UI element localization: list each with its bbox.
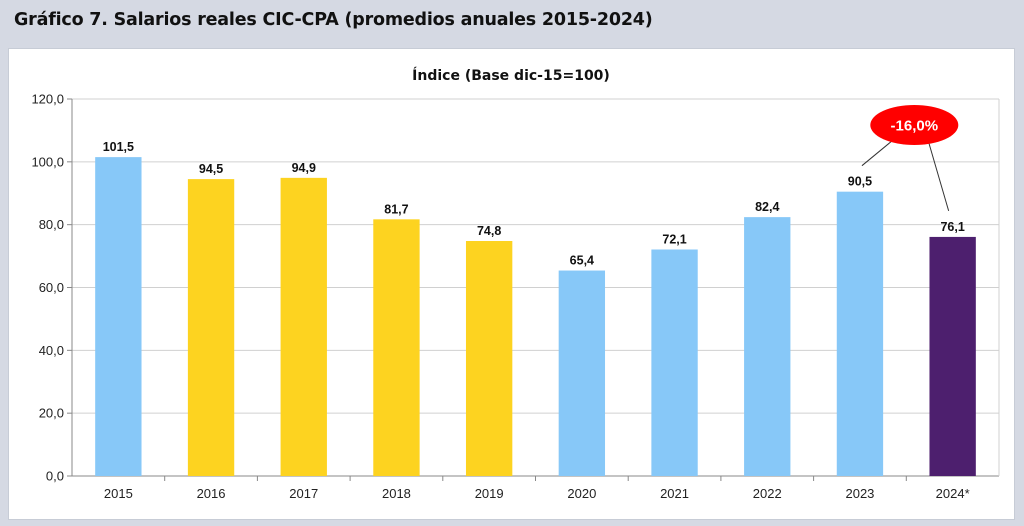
- callout-leader-right: [927, 140, 950, 212]
- x-tick-label: 2015: [104, 486, 133, 501]
- y-tick-label: 0,0: [46, 469, 64, 484]
- data-labels: 101,5 94,5 94,9 81,7 74,8 65,4 72,1 82,4 90,5 76,…: [103, 140, 965, 267]
- data-label: 82,4: [755, 200, 779, 214]
- y-tick-label: 60,0: [39, 280, 64, 295]
- bar-2021: [651, 249, 698, 476]
- chart-title: Índice (Base dic-15=100): [412, 67, 610, 84]
- bar-2017: [280, 177, 327, 476]
- bar-2019: [465, 241, 513, 476]
- data-label: 101,5: [103, 140, 134, 154]
- y-tick-label: 40,0: [39, 343, 64, 358]
- y-tick-label: 80,0: [39, 217, 64, 232]
- x-tick-label: 2021: [660, 486, 689, 501]
- chart-panel: Índice (Base dic-15=100) 0,0 20,0 40,0 60,0…: [8, 48, 1015, 520]
- data-label: 90,5: [848, 175, 872, 189]
- y-axis-ticks: 0,0 20,0 40,0 60,0 80,0 100,0 120,0: [31, 92, 64, 484]
- data-label: 65,4: [570, 254, 594, 268]
- x-tick-label: 2018: [382, 486, 411, 501]
- page-title: Gráfico 7. Salarios reales CIC-CPA (prom…: [14, 10, 653, 30]
- x-tick-label: 2017: [289, 486, 318, 501]
- data-label: 94,9: [292, 161, 316, 175]
- data-label: 94,5: [199, 162, 223, 176]
- y-tick-label: 100,0: [31, 154, 64, 169]
- change-callout: -16,0%: [861, 105, 959, 212]
- data-label: 72,1: [662, 232, 686, 246]
- x-tick-label: 2020: [567, 486, 596, 501]
- x-tick-label: 2023: [845, 486, 874, 501]
- data-label: 74,8: [477, 224, 501, 238]
- data-label: 76,1: [940, 220, 964, 234]
- callout-bubble: [870, 105, 959, 145]
- x-tick-label: 2019: [475, 486, 504, 501]
- x-tick-label: 2022: [753, 486, 782, 501]
- bar-2015: [95, 157, 142, 476]
- bars: [95, 157, 976, 477]
- bar-2020: [558, 270, 606, 476]
- y-tick-label: 20,0: [39, 406, 64, 421]
- callout-leader-left: [861, 138, 895, 167]
- data-label: 81,7: [384, 202, 408, 216]
- bar-2022: [744, 217, 791, 477]
- x-tick-label: 2016: [197, 486, 226, 501]
- bar-2018: [373, 219, 420, 476]
- bar-chart: Índice (Base dic-15=100) 0,0 20,0 40,0 60,0…: [31, 67, 1000, 501]
- callout-text: -16,0%: [891, 118, 939, 135]
- bar-2023: [836, 191, 884, 476]
- bar-2024*: [929, 236, 976, 476]
- x-axis-ticks: 2015 2016 2017 2018 2019 2020 2021 2022 2023 2024…: [104, 486, 970, 501]
- x-tick-label: 2024*: [936, 486, 970, 501]
- y-tick-label: 120,0: [31, 92, 64, 107]
- bar-2016: [187, 179, 235, 477]
